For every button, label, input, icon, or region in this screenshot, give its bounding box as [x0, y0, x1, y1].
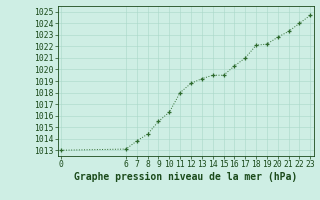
X-axis label: Graphe pression niveau de la mer (hPa): Graphe pression niveau de la mer (hPa)	[74, 172, 297, 182]
